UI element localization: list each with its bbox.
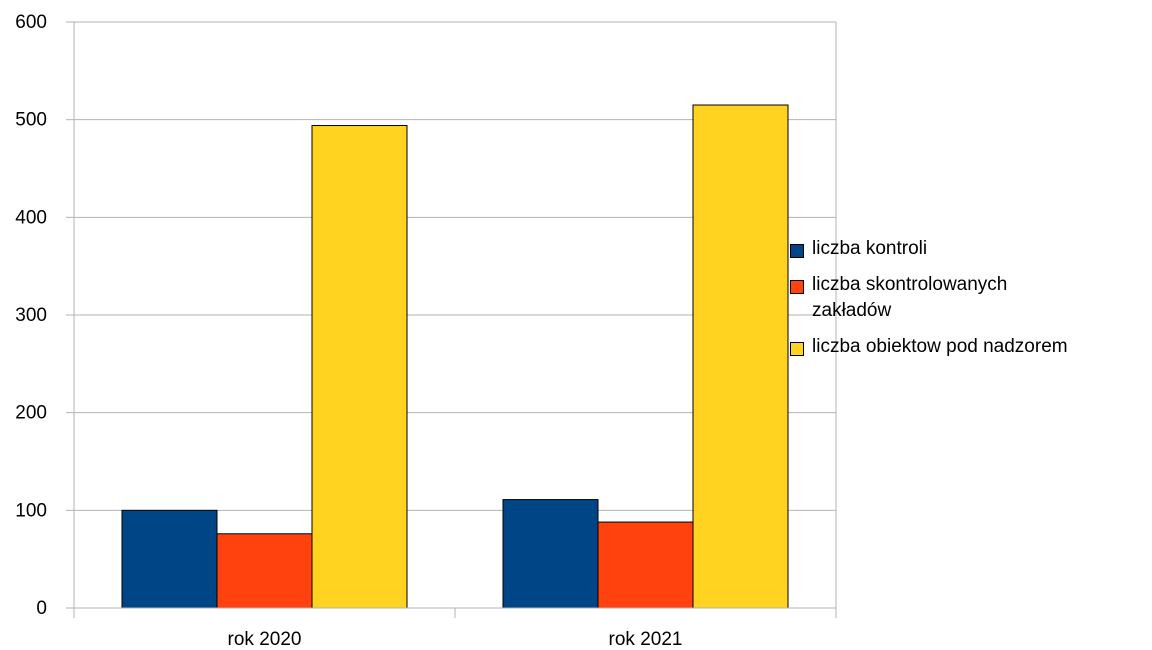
y-tick-label: 0 xyxy=(36,598,47,619)
bar-liczba-skontrolowanych-zakladow-rok-2021 xyxy=(597,521,694,609)
legend-label: liczba kontroli xyxy=(812,238,928,259)
bar-liczba-obiektow-pod-nadzorem-rok-2020 xyxy=(311,125,408,609)
y-tick-label: 500 xyxy=(15,110,47,131)
y-tick-label: 200 xyxy=(15,403,47,424)
legend-label: liczba obiektow pod nadzorem xyxy=(812,336,1068,357)
legend-swatch-liczba-obiektow-pod-nadzorem xyxy=(790,342,804,356)
legend-label: liczba skontrolowanych zakładów xyxy=(812,274,1008,321)
y-tick-label: 600 xyxy=(15,12,47,33)
chart-legend: liczba kontroli liczba skontrolowanych z… xyxy=(788,236,1152,360)
x-tick-label: rok 2020 xyxy=(228,629,302,650)
legend-swatch-liczba-kontroli xyxy=(790,244,804,258)
legend-swatch-liczba-skontrolowanych-zakladow xyxy=(790,280,804,294)
x-tick-label: rok 2021 xyxy=(609,629,683,650)
y-tick-label: 400 xyxy=(15,207,47,228)
bar-liczba-obiektow-pod-nadzorem-rok-2021 xyxy=(692,104,789,609)
y-tick-label: 300 xyxy=(15,305,47,326)
legend-item-liczba-obiektow-pod-nadzorem: liczba obiektow pod nadzorem xyxy=(788,334,1152,360)
bar-liczba-skontrolowanych-zakladow-rok-2020 xyxy=(216,533,313,609)
bar-liczba-kontroli-rok-2021 xyxy=(502,499,599,609)
legend-item-liczba-skontrolowanych-zakladow: liczba skontrolowanych zakładów xyxy=(788,272,1152,324)
y-tick-label: 100 xyxy=(15,500,47,521)
bar-liczba-kontroli-rok-2020 xyxy=(121,509,218,609)
legend-item-liczba-kontroli: liczba kontroli xyxy=(788,236,1152,262)
